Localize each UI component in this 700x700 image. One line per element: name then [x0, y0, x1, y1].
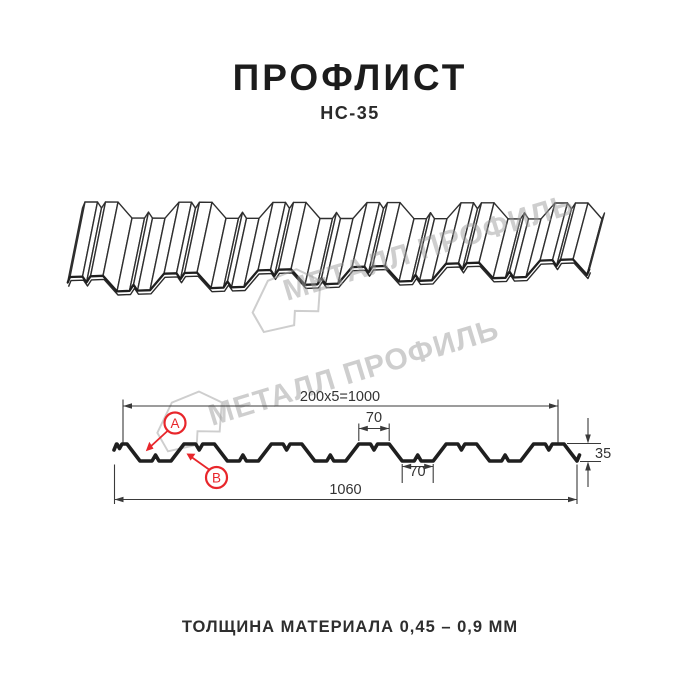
profile-model-code: НС-35: [320, 103, 380, 123]
dimension-arrowhead: [585, 461, 591, 471]
sheet-front-edge-profile: [66, 258, 591, 293]
callout-a-arrowhead: [145, 441, 154, 452]
metall-profil-logo-icon: [251, 268, 322, 334]
sheet-cut-edge-thickness: [67, 262, 592, 296]
dim-label-valley-width: 70: [409, 464, 425, 480]
metall-profil-logo-icon: [156, 390, 223, 453]
dimension-arrowhead: [358, 425, 368, 432]
dim-label-total-width: 1060: [329, 482, 361, 498]
callout-a-circle: [163, 411, 187, 435]
profiled-sheet-3d-view: [66, 201, 606, 296]
dimension-arrowhead: [402, 463, 412, 470]
callout-b-circle: [204, 465, 229, 490]
dimension-arrowhead: [424, 463, 434, 470]
callout-b-label: В: [212, 471, 221, 486]
page-title: ПРОФЛИСТ: [232, 57, 468, 98]
dimension-annotations: [113, 399, 601, 504]
watermark-bottom: МЕТАЛЛ ПРОФИЛЬ: [156, 313, 503, 453]
dimension-arrowhead: [123, 403, 132, 409]
dimension-arrowhead: [380, 425, 390, 432]
dimension-arrowhead: [114, 496, 124, 503]
callout-b-arrowhead: [186, 453, 196, 461]
profile-outline: [112, 442, 582, 463]
profile-cross-section: [112, 442, 582, 463]
dim-label-crest-width: 70: [366, 410, 382, 426]
callout-markers: А В: [145, 411, 229, 490]
watermark-text: МЕТАЛЛ ПРОФИЛЬ: [204, 313, 503, 433]
callout-b-leader-arrow: [189, 455, 210, 471]
dim-label-top-width: 200x5=1000: [300, 389, 380, 405]
callout-a-label: А: [170, 416, 179, 431]
dimension-arrowhead: [549, 403, 558, 409]
dimension-arrowhead: [568, 496, 577, 503]
callout-a-leader-arrow: [148, 429, 169, 449]
dimension-arrowhead: [585, 434, 591, 444]
dim-label-height: 35: [595, 446, 611, 462]
material-thickness-note: ТОЛЩИНА МАТЕРИАЛА 0,45 – 0,9 ММ: [181, 618, 519, 636]
